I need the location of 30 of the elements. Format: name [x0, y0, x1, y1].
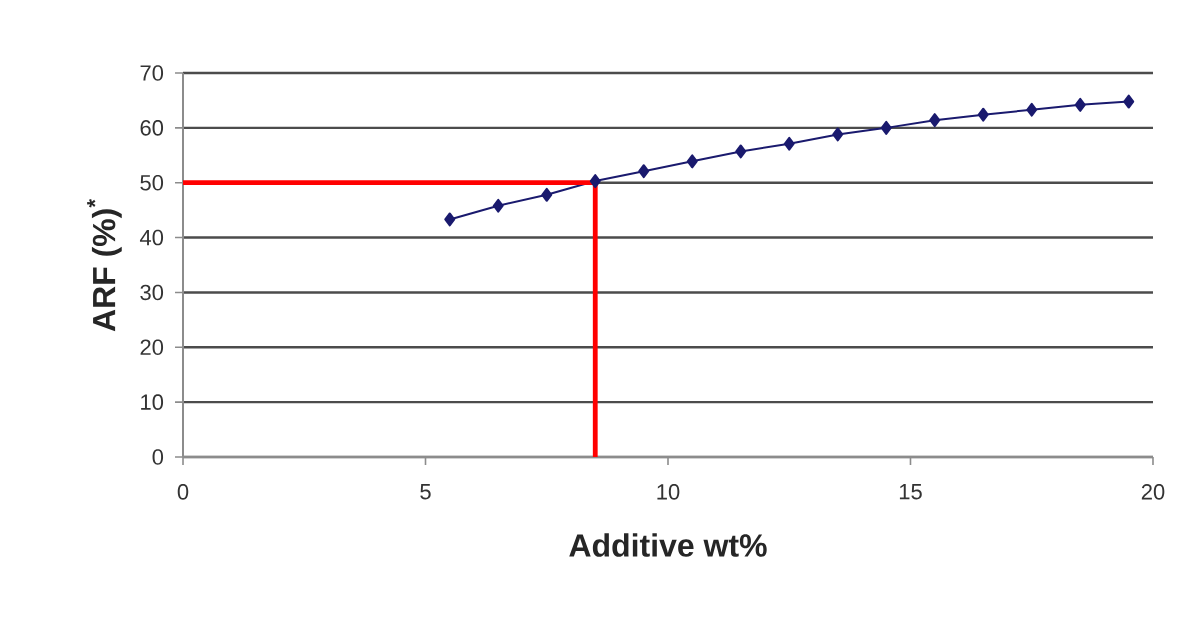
x-tick-label: 20 [1141, 484, 1165, 500]
x-axis-title: Additive wt% [569, 533, 767, 557]
y-tick-label: 0 [152, 449, 164, 465]
point [541, 187, 553, 202]
x-tick-label: 5 [420, 484, 431, 500]
point [735, 144, 747, 159]
x-tick-label: 0 [177, 484, 189, 500]
y-tick-label: 20 [140, 339, 164, 356]
y-tick-label: 40 [139, 229, 164, 246]
y-tick-label: 30 [140, 284, 164, 301]
point [977, 107, 989, 122]
point [444, 212, 456, 227]
y-tick-label: 10 [141, 394, 164, 410]
x-tick-label: 15 [899, 484, 922, 500]
point [1074, 97, 1086, 112]
point [783, 136, 795, 151]
point [880, 120, 892, 135]
point [638, 164, 650, 179]
point [929, 113, 941, 128]
x-tick-label: 10 [657, 484, 680, 500]
point [686, 154, 698, 169]
y-tick-label: 70 [140, 65, 164, 81]
y-tick-label: 60 [140, 120, 164, 136]
point [1026, 102, 1038, 117]
point [1123, 94, 1135, 109]
point [492, 198, 504, 213]
point [589, 174, 601, 189]
y-axis-title: ARF (%)$^{*}$ [87, 198, 122, 332]
y-tick-label: 50 [140, 174, 164, 191]
point [832, 127, 844, 142]
